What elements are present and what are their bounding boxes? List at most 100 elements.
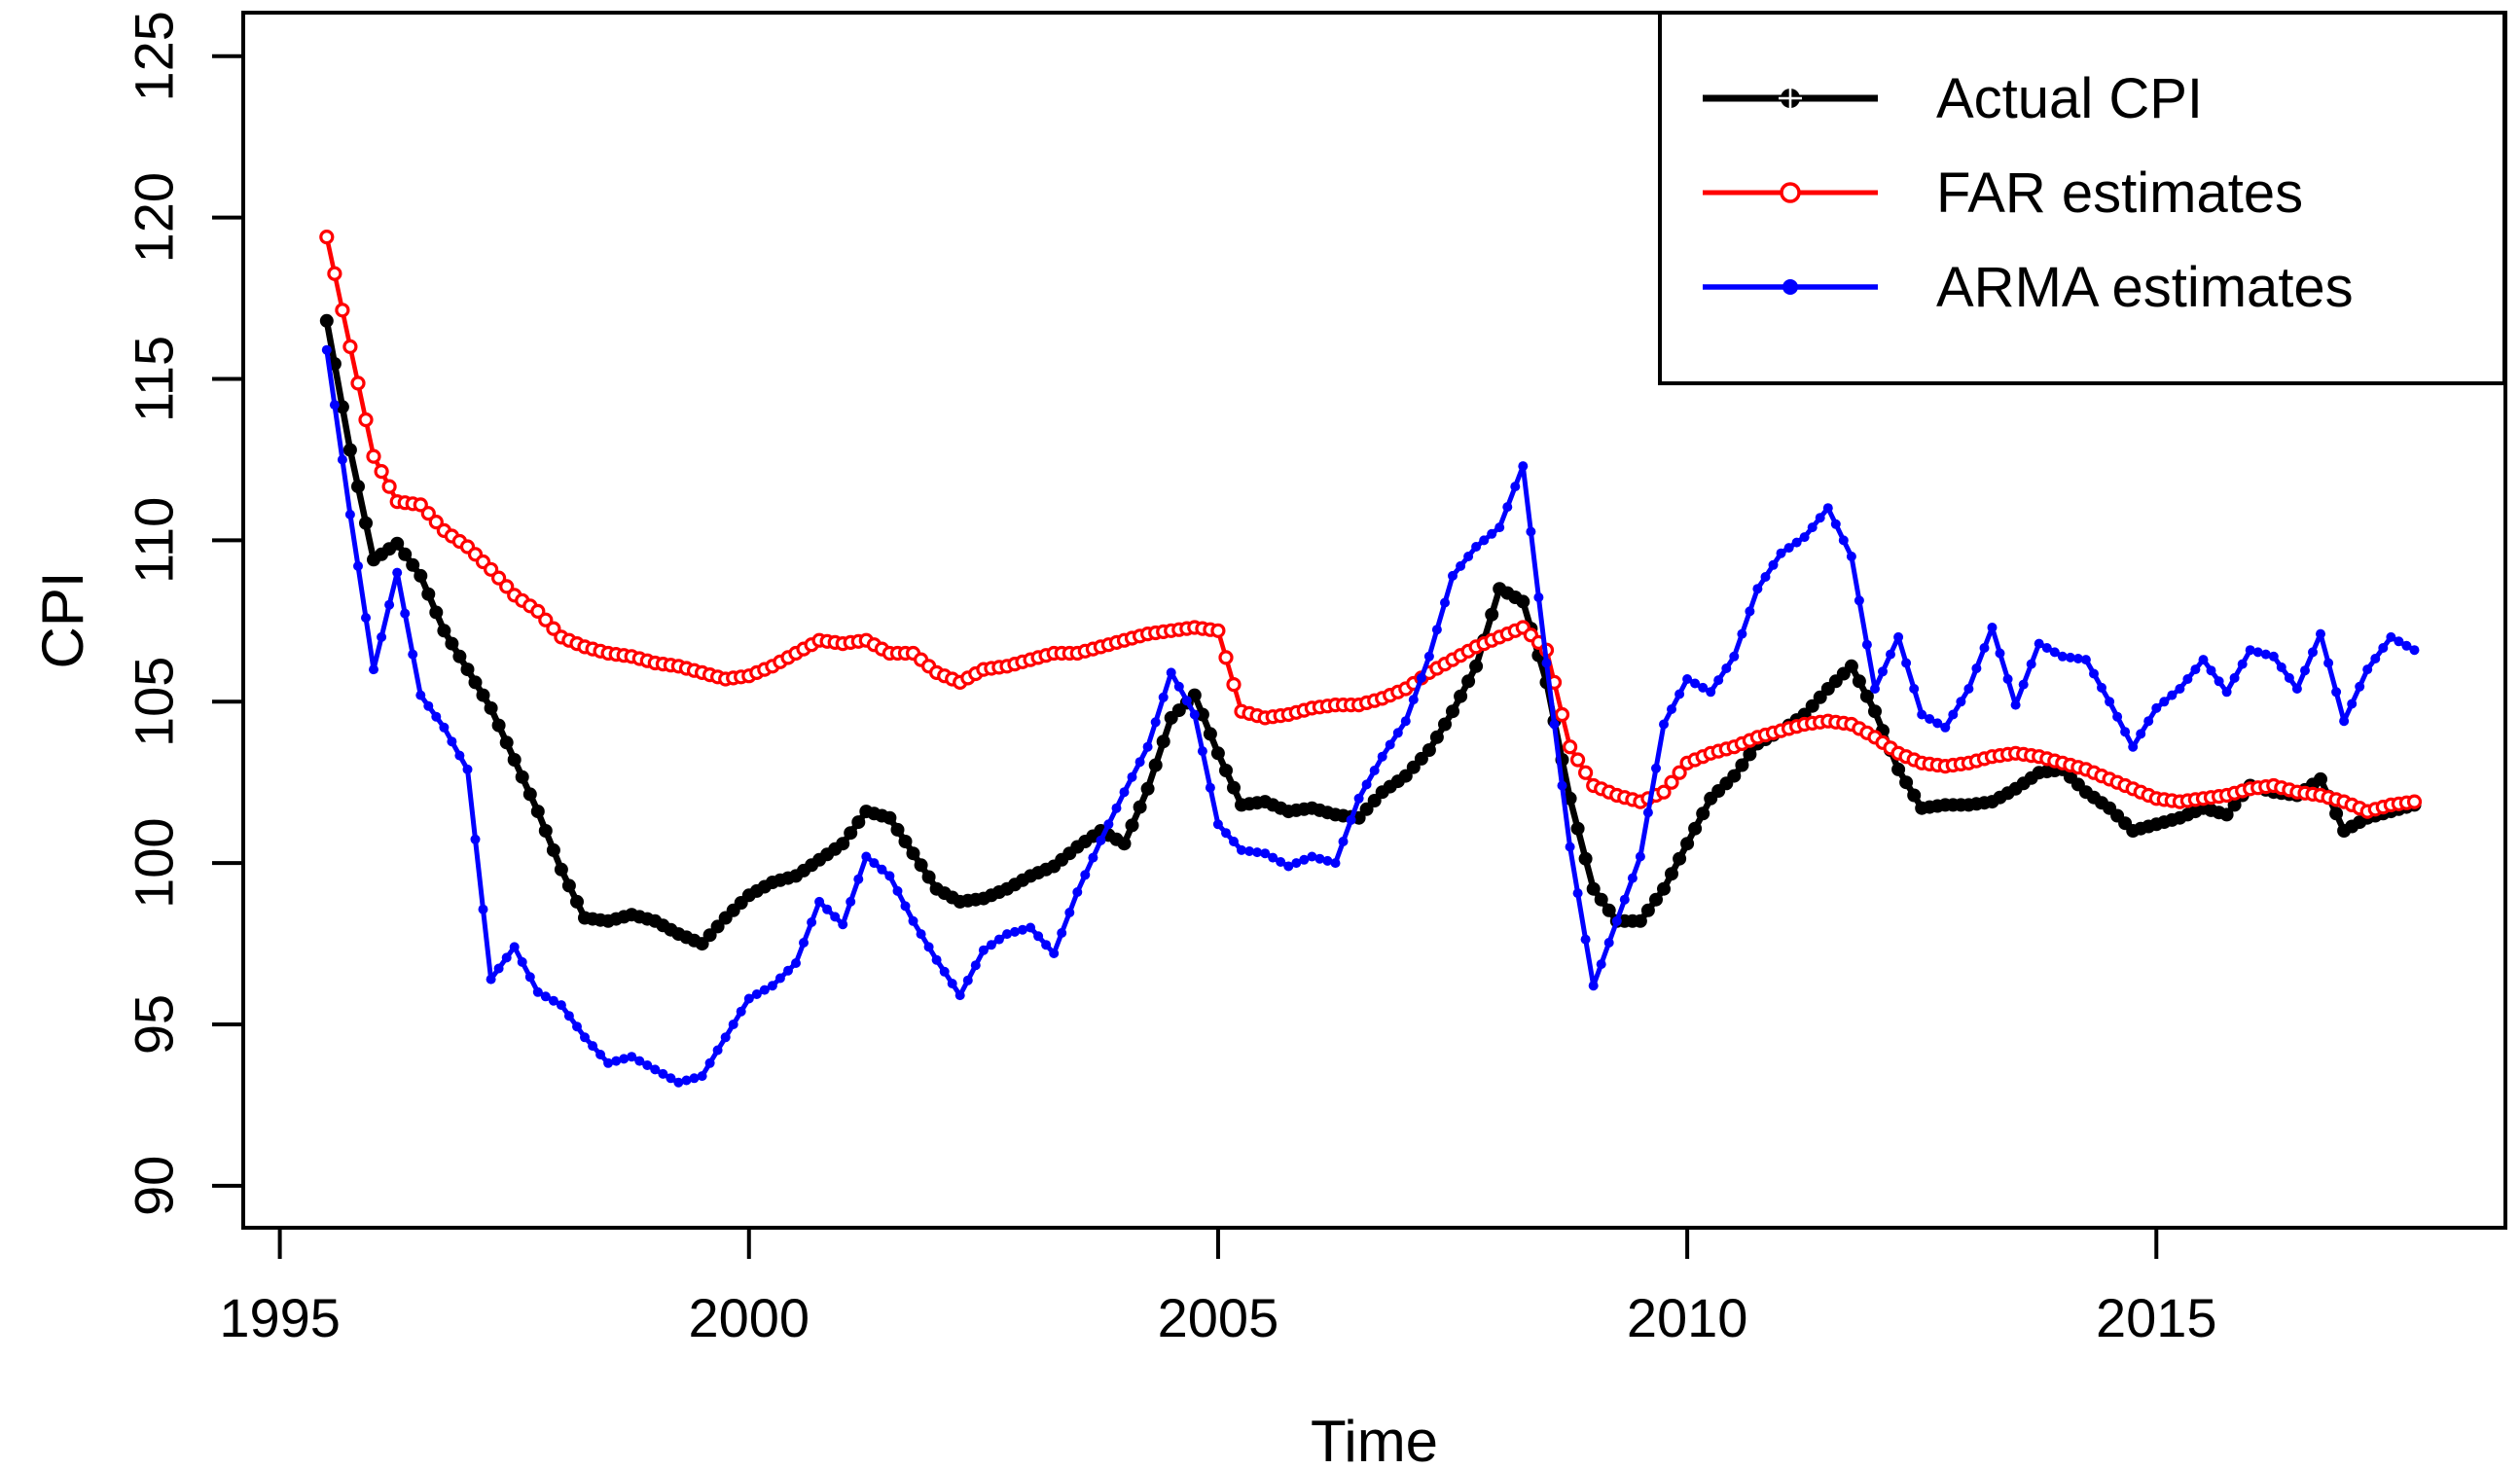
data-point-arma-estimates: [1861, 639, 1872, 650]
data-point-arma-estimates: [532, 986, 543, 997]
data-point-arma-estimates: [2041, 643, 2052, 653]
data-point-actual-cpi: [359, 516, 373, 530]
data-point-actual-cpi: [1148, 758, 1163, 772]
data-point-arma-estimates: [1252, 847, 1263, 858]
data-point-arma-estimates: [1197, 746, 1207, 757]
data-point-arma-estimates: [321, 344, 332, 355]
data-point-actual-cpi: [2329, 806, 2344, 821]
data-point-arma-estimates: [978, 945, 989, 955]
data-point-actual-cpi: [1852, 674, 1866, 689]
data-point-arma-estimates: [2198, 655, 2209, 665]
data-point-arma-estimates: [1330, 858, 1341, 869]
data-point-arma-estimates: [353, 560, 363, 571]
data-point-arma-estimates: [720, 1032, 731, 1043]
data-point-arma-estimates: [540, 991, 551, 1002]
data-point-arma-estimates: [1533, 592, 1544, 602]
legend-label: Actual CPI: [1936, 67, 2203, 130]
data-point-actual-cpi: [1602, 903, 1616, 917]
data-point-arma-estimates: [1072, 887, 1083, 897]
data-point-actual-cpi: [429, 605, 444, 620]
data-point-actual-cpi: [1640, 903, 1655, 917]
data-point-arma-estimates: [1878, 666, 1888, 677]
data-point-far-estimates: [420, 506, 436, 521]
data-point-actual-cpi: [1633, 914, 1647, 928]
data-point-arma-estimates: [2378, 643, 2389, 653]
data-point-arma-estimates: [1307, 851, 1317, 862]
data-point-actual-cpi: [1140, 781, 1155, 796]
data-point-arma-estimates: [1494, 522, 1505, 533]
data-point-arma-estimates: [2221, 687, 2232, 698]
data-point-arma-estimates: [2323, 658, 2334, 668]
data-point-arma-estimates: [2065, 652, 2075, 663]
data-point-arma-estimates: [548, 995, 558, 1006]
data-point-actual-cpi: [914, 858, 928, 873]
data-point-arma-estimates: [377, 631, 387, 642]
data-point-arma-estimates: [1956, 697, 1966, 707]
data-point-arma-estimates: [1791, 537, 1802, 548]
data-point-arma-estimates: [759, 985, 770, 995]
data-point-actual-cpi: [522, 787, 537, 802]
series-arma-estimates: [321, 344, 2420, 1088]
data-point-far-estimates: [1218, 650, 1234, 665]
data-point-arma-estimates: [1408, 695, 1419, 705]
x-axis-title: Time: [1311, 1409, 1438, 1469]
data-point-actual-cpi: [476, 688, 490, 702]
data-point-arma-estimates: [2276, 662, 2286, 672]
data-point-actual-cpi: [554, 862, 568, 877]
data-point-arma-estimates: [2206, 665, 2216, 676]
x-tick-label: 2000: [688, 1287, 810, 1348]
data-point-arma-estimates: [1854, 595, 1864, 606]
data-point-actual-cpi: [1446, 704, 1459, 719]
data-point-actual-cpi: [342, 443, 357, 457]
data-point-arma-estimates: [1588, 981, 1599, 991]
data-point-arma-estimates: [2308, 647, 2318, 658]
data-point-arma-estimates: [1283, 861, 1294, 872]
data-point-arma-estimates: [799, 938, 809, 948]
data-point-arma-estimates: [1667, 704, 1676, 714]
data-point-arma-estimates: [1237, 844, 1246, 855]
data-point-arma-estimates: [1737, 628, 1747, 639]
y-tick-label: 110: [124, 497, 185, 584]
data-point-arma-estimates: [1815, 513, 1825, 523]
data-point-arma-estimates: [1518, 461, 1529, 472]
data-point-actual-cpi: [1743, 747, 1757, 762]
y-tick-label: 120: [124, 172, 185, 263]
data-point-arma-estimates: [1776, 548, 1786, 558]
data-point-arma-estimates: [1229, 837, 1239, 846]
data-point-arma-estimates: [1369, 766, 1380, 775]
data-point-arma-estimates: [1142, 741, 1153, 752]
data-point-arma-estimates: [1456, 560, 1466, 571]
data-point-arma-estimates: [1064, 908, 1075, 917]
data-point-far-estimates: [366, 448, 381, 464]
data-point-arma-estimates: [2300, 665, 2310, 676]
data-point-arma-estimates: [1080, 870, 1091, 880]
data-point-actual-cpi: [530, 805, 545, 819]
data-point-arma-estimates: [908, 915, 918, 926]
data-point-arma-estimates: [1642, 807, 1653, 818]
data-point-arma-estimates: [1338, 837, 1349, 846]
data-point-arma-estimates: [892, 885, 903, 896]
plot-border: [241, 11, 2507, 1230]
data-point-arma-estimates: [947, 979, 957, 988]
data-point-arma-estimates: [1925, 714, 1935, 724]
data-point-arma-estimates: [1377, 751, 1387, 762]
data-point-arma-estimates: [1611, 915, 1622, 926]
data-point-actual-cpi: [1805, 699, 1819, 713]
data-point-arma-estimates: [1244, 846, 1255, 856]
data-point-far-estimates: [319, 230, 335, 245]
data-point-arma-estimates: [1822, 503, 1833, 514]
data-point-arma-estimates: [431, 711, 442, 722]
data-point-arma-estimates: [470, 834, 481, 844]
data-point-actual-cpi: [421, 587, 436, 601]
data-point-far-estimates: [413, 497, 428, 513]
data-point-far-estimates: [1577, 765, 1594, 780]
data-point-arma-estimates: [493, 963, 504, 974]
data-point-arma-estimates: [1041, 940, 1052, 950]
data-point-actual-cpi: [1844, 659, 1858, 673]
data-point-arma-estimates: [2401, 640, 2412, 651]
data-point-actual-cpi: [1696, 806, 1710, 821]
data-point-arma-estimates: [572, 1021, 582, 1032]
data-point-actual-cpi: [1907, 788, 1922, 803]
data-point-actual-cpi: [898, 835, 913, 848]
data-point-arma-estimates: [517, 956, 527, 967]
